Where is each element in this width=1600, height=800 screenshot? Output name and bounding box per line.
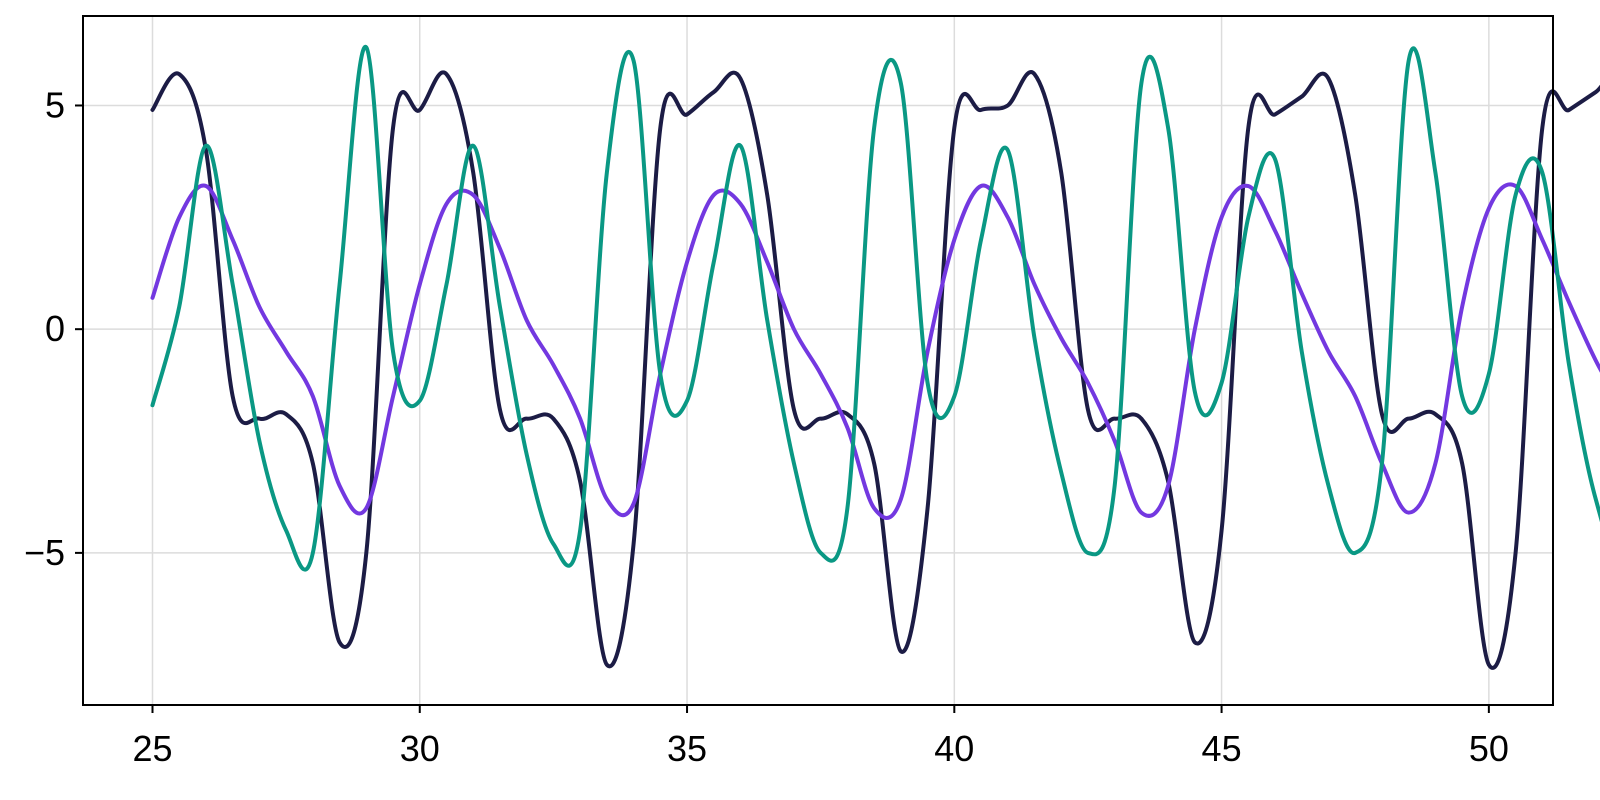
y-tick-label: 5: [45, 84, 65, 125]
y-tick-label: −5: [24, 532, 65, 573]
y-tick-label: 0: [45, 308, 65, 349]
x-tick-label: 35: [667, 728, 707, 769]
x-tick-label: 30: [400, 728, 440, 769]
y-axis: 5 0 −5: [24, 84, 83, 573]
x-tick-label: 50: [1469, 728, 1509, 769]
x-tick-label: 45: [1202, 728, 1242, 769]
x-tick-label: 25: [132, 728, 172, 769]
plot-frame: [82, 15, 1554, 706]
x-tick-label: 40: [934, 728, 974, 769]
series-2-line: [150, 182, 1600, 520]
series-3-line: [150, 45, 1600, 572]
x-axis: 25 30 35 40 45 50: [132, 705, 1509, 769]
series-lines: [150, 45, 1600, 670]
